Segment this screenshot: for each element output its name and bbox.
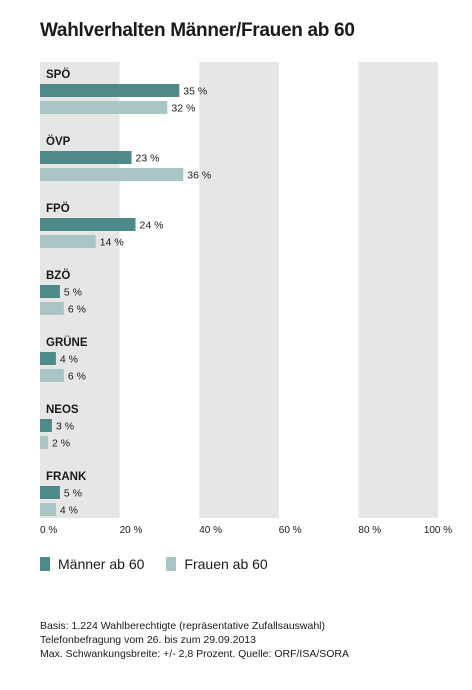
bar-women: [40, 503, 56, 516]
value-label-men: 24 %: [140, 220, 164, 232]
legend-label-women: Frauen ab 60: [184, 556, 268, 572]
legend-label-men: Männer ab 60: [58, 556, 145, 572]
category-label: ÖVP: [46, 135, 71, 148]
bar-men: [40, 352, 56, 365]
x-tick-label: 0 %: [40, 525, 57, 536]
category-label: SPÖ: [46, 68, 70, 81]
value-label-women: 14 %: [100, 237, 124, 249]
value-label-women: 36 %: [187, 170, 211, 182]
legend-item-women: Frauen ab 60: [166, 556, 268, 572]
legend-swatch-women: [166, 557, 177, 571]
value-label-women: 2 %: [52, 438, 70, 450]
bar-women: [40, 235, 96, 248]
value-label-women: 4 %: [60, 505, 78, 517]
legend-swatch-men: [40, 557, 50, 571]
legend: Männer ab 60 Frauen ab 60: [40, 556, 268, 572]
legend-item-men: Männer ab 60: [40, 556, 144, 572]
value-label-men: 4 %: [60, 354, 78, 366]
category-label: GRÜNE: [46, 336, 88, 349]
bar-chart: 0 % 20 % 40 % 60 % 80 % 100 % SPÖ 35 % 32 % ÖVP 23…: [40, 62, 452, 536]
value-label-men: 5 %: [64, 287, 82, 299]
category-label: FRANK: [46, 471, 87, 483]
x-tick-label: 100 %: [424, 525, 452, 536]
bar-women: [40, 101, 168, 114]
bar-women: [40, 168, 184, 181]
bar-women: [40, 369, 64, 382]
bar-women: [40, 436, 48, 449]
bar-men: [40, 486, 60, 499]
footnote-line-source: Max. Schwankungsbreite: +/- 2,8 Prozent.…: [40, 648, 350, 660]
footnote: Basis: 1.224 Wahlberechtigte (repräsenta…: [40, 619, 349, 661]
grid-band-40: [199, 62, 279, 518]
value-label-men: 5 %: [64, 488, 82, 500]
bar-men: [40, 151, 132, 164]
x-tick-label: 40 %: [199, 525, 222, 536]
bar-women: [40, 302, 64, 315]
category-label: FPÖ: [46, 202, 70, 215]
value-label-men: 35 %: [183, 86, 207, 98]
bar-men: [40, 285, 60, 298]
bar-men: [40, 218, 136, 231]
value-label-women: 6 %: [68, 371, 86, 383]
value-label-men: 23 %: [136, 153, 160, 165]
grid-band-80: [358, 62, 438, 518]
chart-title: Wahlverhalten Männer/Frauen ab 60: [40, 20, 355, 41]
x-tick-label: 60 %: [279, 525, 302, 536]
bar-men: [40, 84, 180, 97]
bar-men: [40, 419, 52, 432]
footnote-line-basis: Basis: 1.224 Wahlberechtigte (repräsenta…: [40, 620, 326, 632]
x-tick-label: 20 %: [120, 525, 143, 536]
x-tick-label: 80 %: [358, 525, 381, 536]
value-label-men: 3 %: [56, 421, 74, 433]
value-label-women: 32 %: [171, 103, 195, 115]
footnote-line-survey: Telefonbefragung vom 26. bis zum 29.09.2…: [40, 634, 256, 646]
category-label: NEOS: [46, 404, 79, 416]
category-label: BZÖ: [46, 269, 70, 282]
value-label-women: 6 %: [68, 304, 86, 316]
